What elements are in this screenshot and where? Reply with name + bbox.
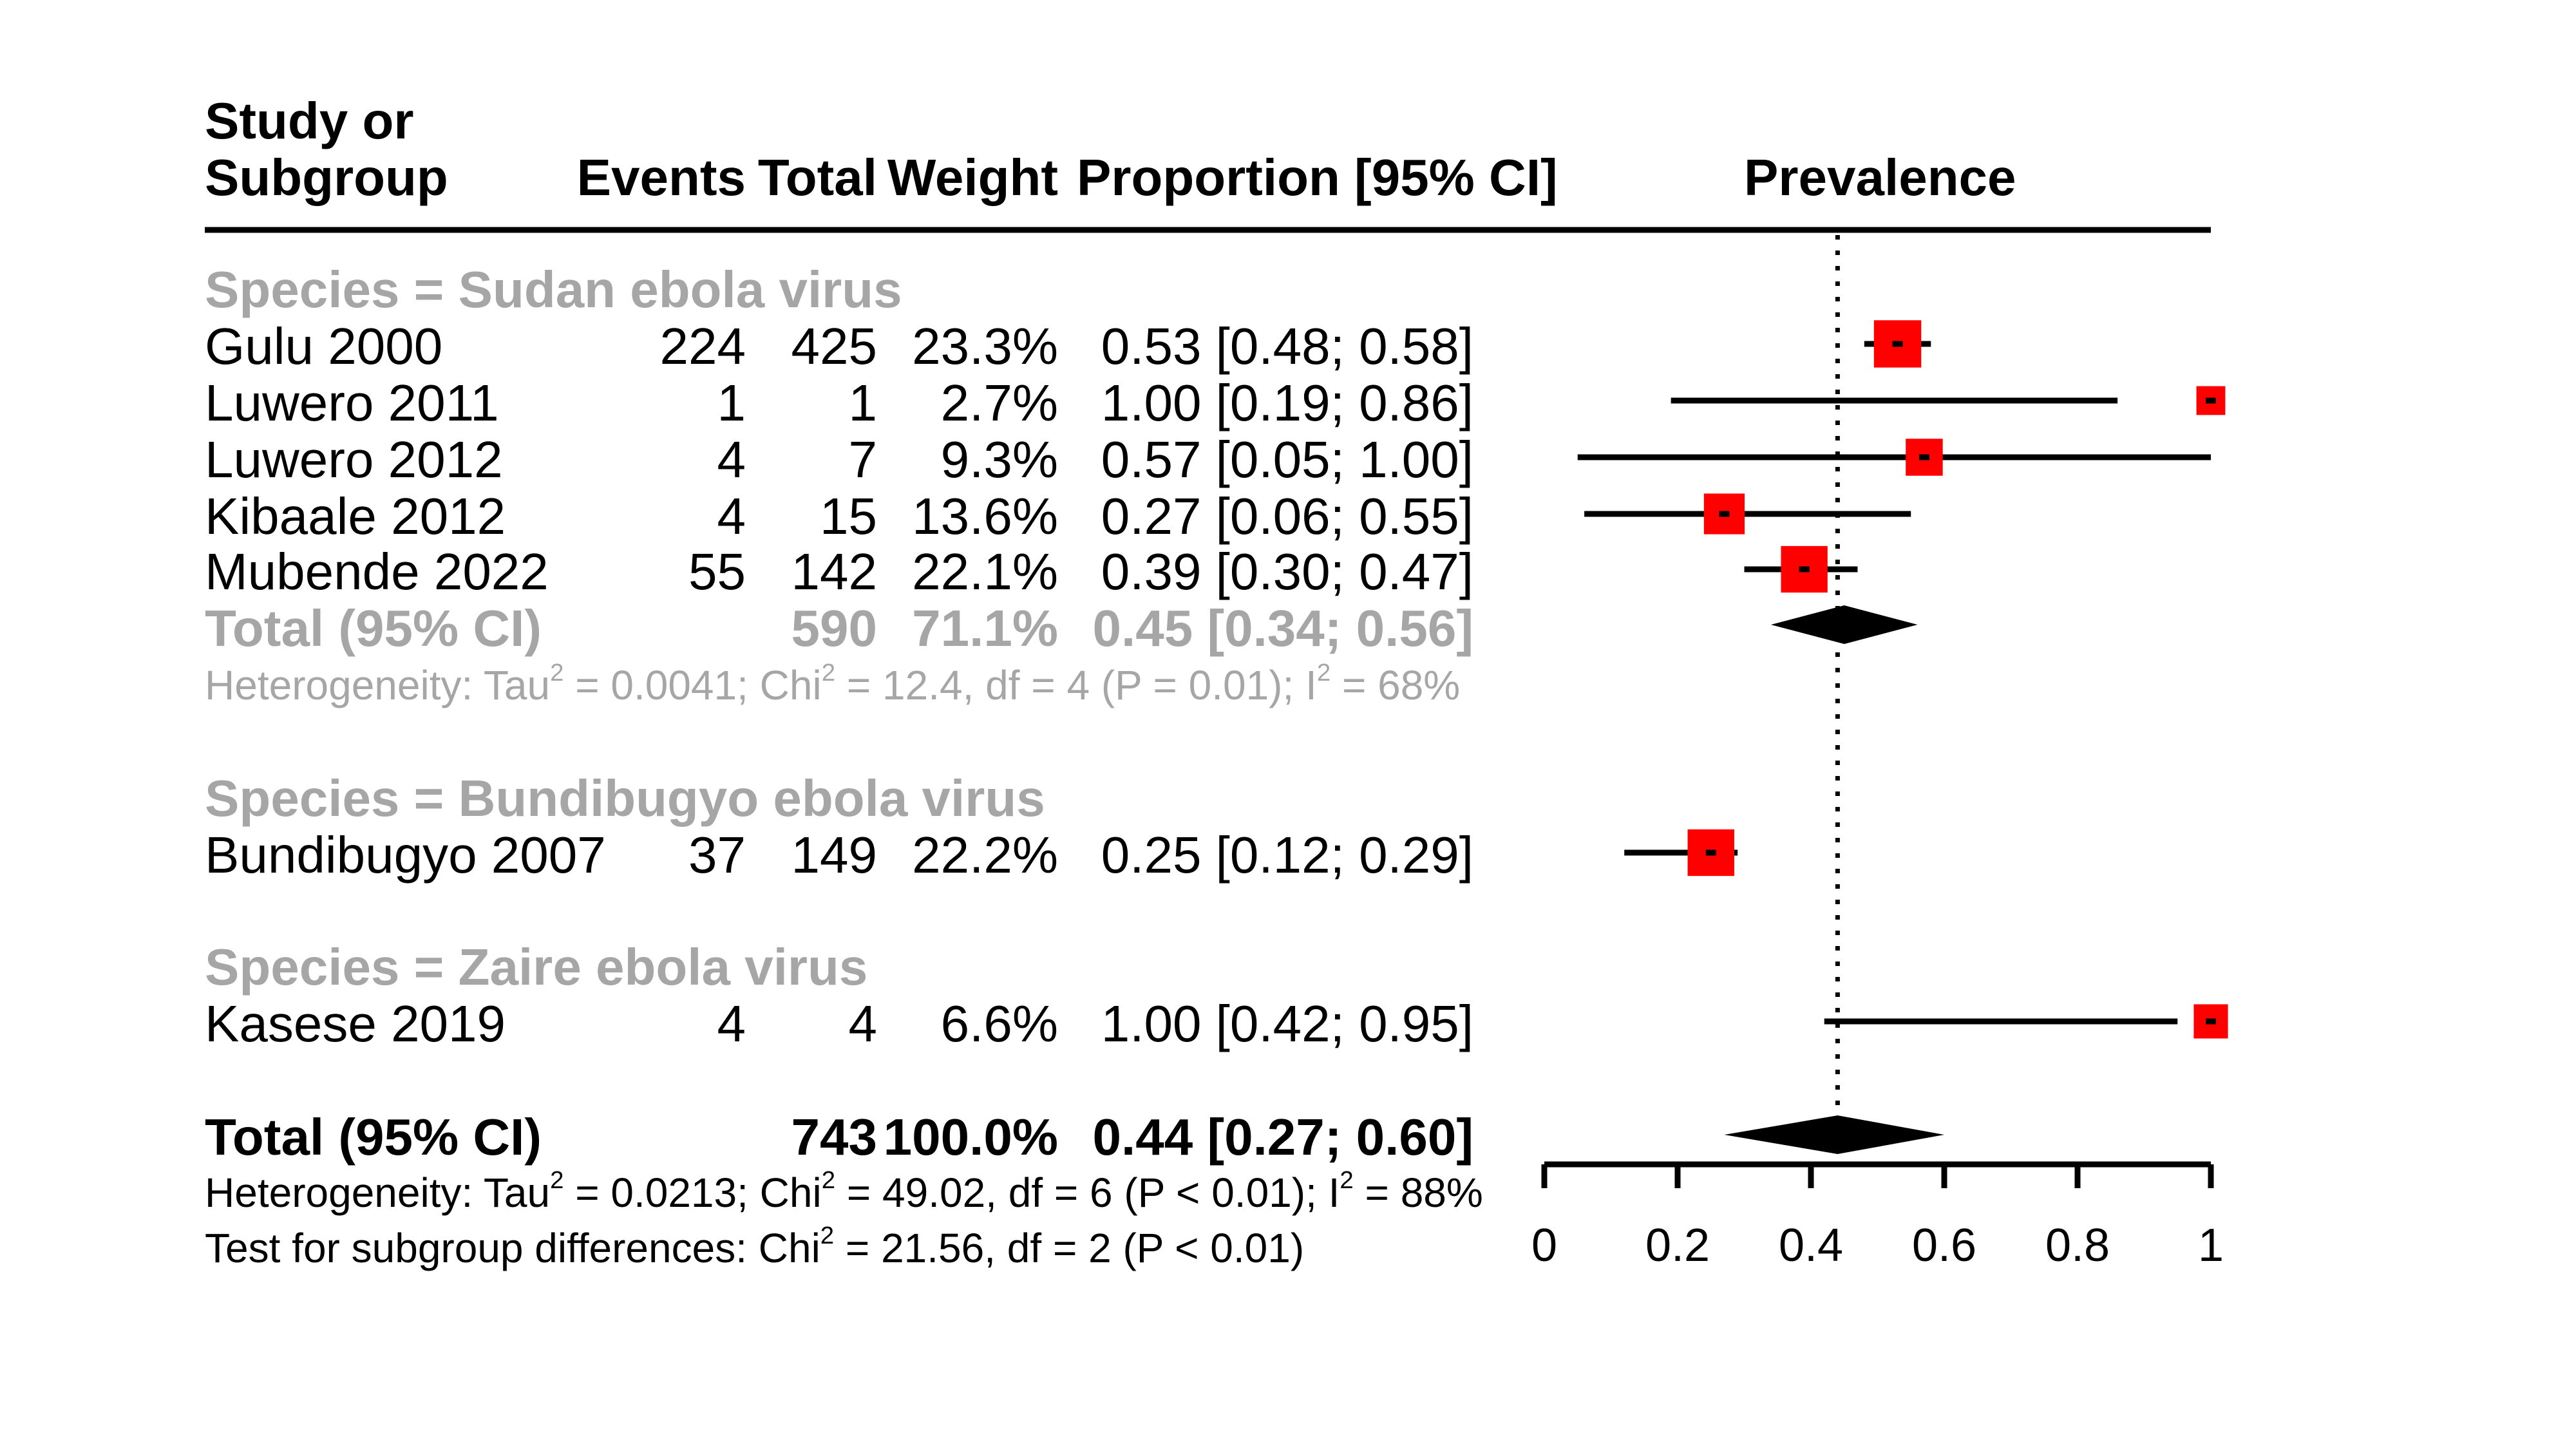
study-total: 7 [848, 431, 878, 488]
header-events: Events [576, 149, 746, 206]
superscript: 2 [821, 659, 836, 687]
superscript: 2 [820, 1222, 835, 1250]
study-events: 4 [717, 995, 746, 1052]
study-events: 224 [659, 317, 746, 375]
study-events: 37 [688, 826, 746, 884]
text-part: = 21.56, df = 2 (P < 0.01) [834, 1225, 1305, 1271]
header-total: Total [757, 149, 877, 206]
subgroup-total-n: 590 [791, 600, 877, 657]
overall-total-n: 743 [791, 1108, 877, 1166]
overall-total-ci: 0.44 [0.27; 0.60] [1092, 1108, 1473, 1166]
study-name: Luwero 2012 [205, 431, 503, 488]
text-part: Test for subgroup differences: Chi [205, 1225, 820, 1271]
study-weight: 6.6% [940, 995, 1058, 1052]
header-study-line1: Study or [205, 92, 414, 149]
subgroup-total-label: Total (95% CI) [205, 600, 542, 657]
study-total: 142 [791, 543, 877, 600]
text-part: = 68% [1331, 662, 1461, 708]
study-ci: 0.25 [0.12; 0.29] [1101, 826, 1473, 884]
study-name: Luwero 2011 [205, 374, 499, 431]
study-events: 55 [688, 543, 746, 600]
study-ci: 0.39 [0.30; 0.47] [1101, 543, 1473, 600]
study-events: 4 [717, 488, 746, 545]
superscript: 2 [550, 1166, 564, 1195]
x-tick-label: 0 [1531, 1220, 1557, 1271]
study-name: Kasese 2019 [205, 995, 506, 1052]
study-events: 4 [717, 431, 746, 488]
study-events: 1 [717, 374, 746, 431]
text-part: = 0.0041; Chi [564, 662, 822, 708]
subgroup-label: Species = Zaire ebola virus [205, 938, 868, 996]
overall-total-weight: 100.0% [883, 1108, 1058, 1166]
header-proportion: Proportion [95% CI] [1077, 149, 1558, 206]
superscript: 2 [1316, 659, 1331, 687]
overall-total-label: Total (95% CI) [205, 1108, 542, 1166]
header-weight: Weight [887, 149, 1058, 206]
study-ci: 0.27 [0.06; 0.55] [1101, 488, 1473, 545]
superscript: 2 [550, 659, 564, 687]
subgroup-difference-test: Test for subgroup differences: Chi2 = 21… [205, 1224, 1305, 1271]
study-weight: 9.3% [940, 431, 1058, 488]
plot-title: Prevalence [1744, 149, 2016, 206]
pooled-diamond [1724, 1115, 1944, 1154]
study-ci: 1.00 [0.19; 0.86] [1101, 374, 1473, 431]
x-tick-label: 0.8 [2045, 1220, 2110, 1271]
subgroup-label: Species = Sudan ebola virus [205, 261, 902, 318]
study-weight: 2.7% [940, 374, 1058, 431]
header-study-line2: Subgroup [205, 149, 448, 206]
text-part: = 0.0213; Chi [564, 1170, 822, 1216]
study-total: 15 [820, 488, 877, 545]
text-part: Heterogeneity: Tau [205, 1170, 551, 1216]
superscript: 2 [1340, 1166, 1354, 1195]
subgroup-heterogeneity: Heterogeneity: Tau2 = 0.0041; Chi2 = 12.… [205, 661, 1461, 708]
study-name: Gulu 2000 [205, 317, 443, 375]
study-ci: 0.53 [0.48; 0.58] [1101, 317, 1473, 375]
x-tick-label: 1 [2198, 1220, 2224, 1271]
study-total: 149 [791, 826, 877, 884]
overall-heterogeneity: Heterogeneity: Tau2 = 0.0213; Chi2 = 49.… [205, 1168, 1483, 1216]
study-name: Mubende 2022 [205, 543, 549, 600]
x-tick-label: 0.2 [1645, 1220, 1710, 1271]
study-weight: 23.3% [912, 317, 1058, 375]
study-total: 1 [848, 374, 878, 431]
subgroup-label: Species = Bundibugyo ebola virus [205, 770, 1045, 827]
study-weight: 13.6% [912, 488, 1058, 545]
study-total: 425 [791, 317, 877, 375]
study-name: Bundibugyo 2007 [205, 826, 606, 884]
x-tick-label: 0.6 [1912, 1220, 1976, 1271]
text-part: = 49.02, df = 6 (P < 0.01); I [835, 1170, 1340, 1216]
study-ci: 1.00 [0.42; 0.95] [1101, 995, 1473, 1052]
study-total: 4 [848, 995, 878, 1052]
text-part: Heterogeneity: Tau [205, 662, 551, 708]
study-weight: 22.2% [912, 826, 1058, 884]
subgroup-total-ci: 0.45 [0.34; 0.56] [1092, 600, 1473, 657]
study-ci: 0.57 [0.05; 1.00] [1101, 431, 1473, 488]
study-weight: 22.1% [912, 543, 1058, 600]
superscript: 2 [821, 1166, 836, 1195]
subgroup-total-weight: 71.1% [912, 600, 1058, 657]
text-part: = 88% [1353, 1170, 1483, 1216]
x-tick-label: 0.4 [1779, 1220, 1843, 1271]
study-name: Kibaale 2012 [205, 488, 506, 545]
text-part: = 12.4, df = 4 (P = 0.01); I [835, 662, 1317, 708]
pooled-diamond [1770, 605, 1918, 644]
